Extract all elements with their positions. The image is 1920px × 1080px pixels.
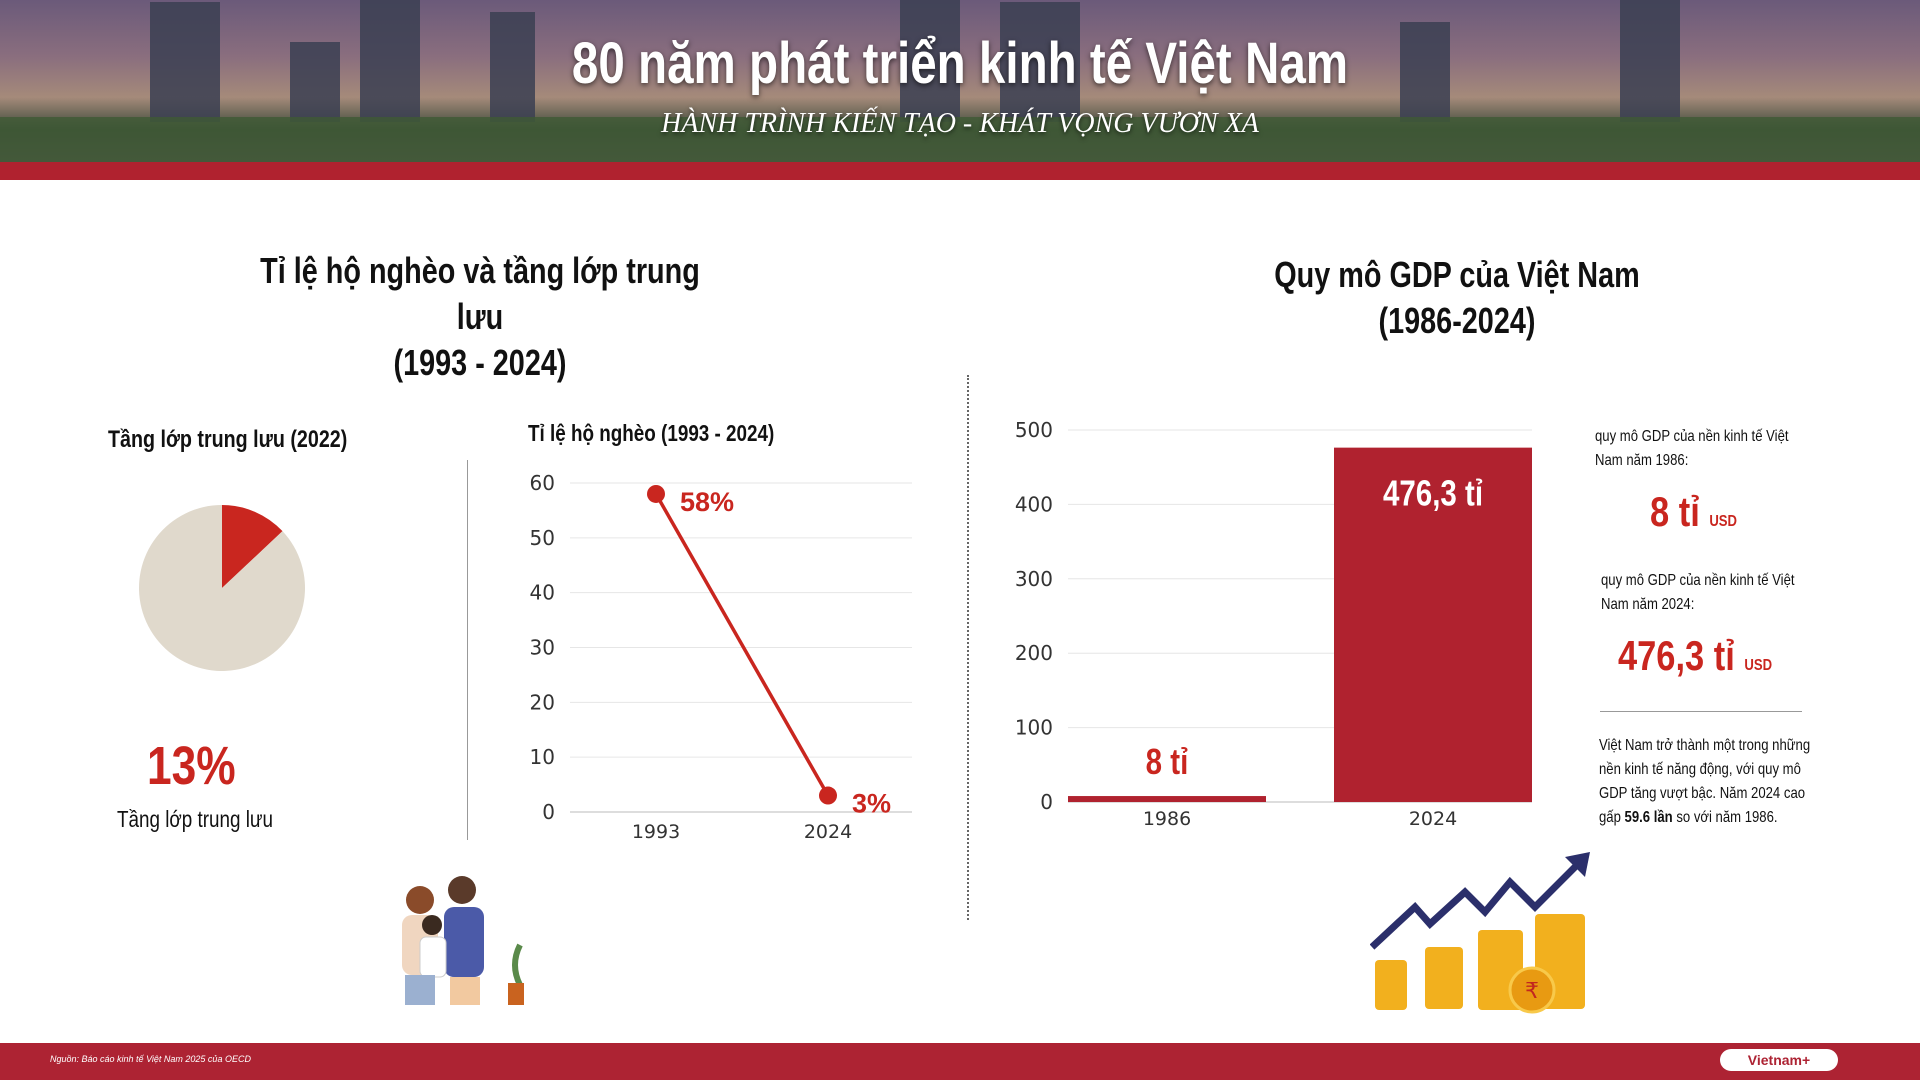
y-tick-label: 30	[530, 636, 555, 660]
pie-slice	[222, 505, 283, 588]
data-label: 58%	[680, 487, 734, 517]
pie-slice	[139, 505, 305, 671]
note-text-end: so với năm 1986.	[1672, 809, 1778, 826]
x-tick-label: 1993	[632, 821, 680, 843]
dashed-divider	[967, 375, 969, 920]
right-section-title: Quy mô GDP của Việt Nam (1986-2024)	[1217, 252, 1697, 344]
note-bold: 59.6 lần	[1624, 809, 1673, 826]
bar	[1334, 447, 1532, 802]
gdp-info-panel: quy mô GDP của nền kinh tế Việt Nam năm …	[1595, 425, 1825, 830]
right-title-line2: (1986-2024)	[1378, 300, 1536, 341]
y-tick-label: 100	[1015, 716, 1053, 740]
rupee-icon: ₹	[1525, 979, 1539, 1004]
data-label: 8 tỉ	[1146, 741, 1189, 781]
unit-usd: USD	[1744, 657, 1773, 674]
left-title-line1: Tỉ lệ hộ nghèo và tầng lớp trung lưu	[260, 250, 700, 337]
y-tick-label: 60	[530, 471, 555, 495]
bar-chart: 0 100 200 300 400 500 8 tỉ 1986 476,3 tỉ 2024	[1015, 418, 1532, 830]
y-tick-label: 20	[530, 690, 555, 714]
left-title-line2: (1993 - 2024)	[393, 342, 567, 383]
panel-divider	[1600, 711, 1802, 712]
data-point	[819, 786, 837, 805]
y-tick-label: 10	[530, 745, 555, 769]
y-tick-label: 200	[1015, 641, 1053, 665]
pie-caption: Tầng lớp trung lưu	[117, 806, 274, 832]
footer: Nguồn: Báo cáo kinh tế Việt Nam 2025 của…	[0, 1043, 1920, 1080]
value-2024-number: 476,3 tỉ	[1618, 632, 1735, 679]
y-tick-label: 400	[1015, 492, 1053, 516]
header-stripe	[0, 162, 1920, 180]
label-1986: quy mô GDP của nền kinh tế Việt Nam năm …	[1595, 428, 1789, 469]
gdp-note: Việt Nam trở thành một trong những nền k…	[1599, 734, 1812, 830]
line-chart: 0 10 20 30 40 50 60 58% 1993 3%2024	[530, 471, 912, 843]
y-tick-label: 50	[530, 526, 555, 550]
divider	[467, 460, 468, 840]
page-title: 80 năm phát triển kinh tế Việt Nam	[571, 31, 1349, 96]
series-line	[654, 493, 830, 797]
line-chart-title: Tỉ lệ hộ nghèo (1993 - 2024)	[528, 420, 775, 446]
right-title-line1: Quy mô GDP của Việt Nam	[1274, 254, 1640, 295]
data-point	[647, 484, 665, 503]
page-subtitle: HÀNH TRÌNH KIẾN TẠO - KHÁT VỌNG VƯƠN XA	[661, 108, 1259, 139]
y-tick-label: 0	[542, 800, 555, 824]
header-banner	[0, 0, 1920, 162]
family-illustration	[402, 876, 524, 1005]
note-text: Việt Nam trở thành một trong những nền k…	[1599, 737, 1811, 826]
data-label: 476,3 tỉ	[1383, 473, 1483, 513]
y-tick-label: 300	[1015, 567, 1053, 591]
x-tick-label: 1986	[1143, 808, 1191, 830]
pie-chart	[139, 505, 305, 671]
value-2024: 476,3 tỉ USD	[1618, 631, 1788, 691]
y-tick-label: 500	[1015, 418, 1053, 442]
y-tick-label: 40	[530, 581, 555, 605]
label-2024: quy mô GDP của nền kinh tế Việt Nam năm …	[1601, 572, 1795, 613]
data-label: 3%	[852, 789, 891, 819]
vietnamplus-logo[interactable]: Vietnam+	[1720, 1049, 1838, 1071]
value-1986: 8 tỉ USD	[1650, 487, 1794, 547]
footer-source: Nguồn: Báo cáo kinh tế Việt Nam 2025 của…	[50, 1054, 251, 1064]
pie-big-label: 13%	[147, 736, 236, 796]
x-tick-label: 2024	[804, 821, 852, 843]
x-tick-label: 2024	[1409, 808, 1457, 830]
pie-title: Tầng lớp trung lưu (2022)	[108, 426, 348, 453]
left-section-title: Tỉ lệ hộ nghèo và tầng lớp trung lưu (19…	[240, 248, 720, 386]
gdp-growth-illustration: ₹	[1370, 852, 1590, 1014]
y-tick-label: 0	[1040, 790, 1053, 814]
unit-usd: USD	[1709, 513, 1738, 530]
bar	[1068, 796, 1266, 802]
value-1986-number: 8 tỉ	[1650, 488, 1700, 535]
